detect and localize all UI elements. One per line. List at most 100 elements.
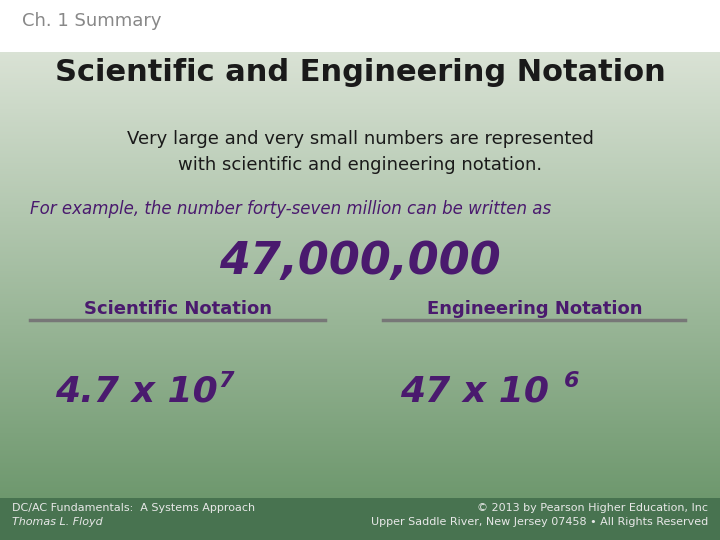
Bar xyxy=(0,68,720,69)
Bar xyxy=(0,348,720,350)
Bar xyxy=(0,359,720,361)
Bar xyxy=(0,14,720,15)
Bar xyxy=(0,366,720,367)
Bar xyxy=(0,306,720,308)
Text: 47,000,000: 47,000,000 xyxy=(219,240,501,283)
Bar xyxy=(0,308,720,309)
Bar xyxy=(0,350,720,351)
Bar xyxy=(0,513,720,514)
Bar xyxy=(0,433,720,435)
Bar xyxy=(0,185,720,186)
Bar xyxy=(0,345,720,346)
Bar xyxy=(0,243,720,244)
Bar xyxy=(0,232,720,233)
Bar xyxy=(0,50,720,51)
Bar xyxy=(0,10,720,11)
Bar xyxy=(0,186,720,187)
Bar xyxy=(0,19,720,20)
Bar xyxy=(0,400,720,401)
Bar xyxy=(0,206,720,208)
Bar xyxy=(0,85,720,86)
Bar xyxy=(0,46,720,47)
Bar xyxy=(0,219,720,220)
Bar xyxy=(0,321,720,322)
Bar xyxy=(0,339,720,340)
Bar xyxy=(0,40,720,42)
Bar xyxy=(0,43,720,45)
Bar xyxy=(0,214,720,216)
Bar xyxy=(0,372,720,373)
Bar xyxy=(0,112,720,113)
Bar xyxy=(0,417,720,418)
Bar xyxy=(0,409,720,410)
Bar xyxy=(0,490,720,491)
Bar xyxy=(0,146,720,147)
Bar xyxy=(0,105,720,106)
Text: For example, the number forty-seven million can be written as: For example, the number forty-seven mill… xyxy=(30,200,551,218)
Bar xyxy=(0,39,720,40)
Bar xyxy=(0,314,720,316)
Bar xyxy=(0,126,720,127)
Bar xyxy=(0,116,720,117)
Bar xyxy=(0,420,720,421)
Bar xyxy=(0,438,720,440)
Bar xyxy=(0,157,720,158)
Bar xyxy=(0,251,720,252)
Bar xyxy=(0,265,720,266)
Bar xyxy=(0,472,720,474)
Bar xyxy=(0,255,720,256)
Bar xyxy=(0,241,720,243)
Text: Ch. 1 Summary: Ch. 1 Summary xyxy=(22,12,161,30)
Bar xyxy=(0,179,720,181)
Bar xyxy=(0,503,720,505)
Bar xyxy=(0,291,720,292)
Bar xyxy=(0,198,720,200)
Bar xyxy=(0,249,720,251)
Bar xyxy=(0,500,720,501)
Bar xyxy=(0,163,720,165)
Bar xyxy=(0,102,720,103)
Bar xyxy=(0,442,720,443)
Bar xyxy=(0,361,720,362)
Bar xyxy=(0,202,720,204)
Bar xyxy=(0,435,720,436)
Bar xyxy=(0,96,720,97)
Bar xyxy=(0,115,720,116)
Bar xyxy=(0,84,720,85)
Bar xyxy=(0,462,720,463)
Bar xyxy=(0,261,720,262)
Text: 7: 7 xyxy=(218,371,233,391)
Bar xyxy=(0,280,720,281)
Bar xyxy=(0,377,720,378)
Bar xyxy=(0,386,720,388)
Bar xyxy=(0,6,720,8)
Bar xyxy=(0,191,720,192)
Bar xyxy=(0,124,720,126)
Bar xyxy=(0,526,720,528)
Bar xyxy=(0,108,720,109)
Bar xyxy=(0,208,720,209)
Bar xyxy=(0,468,720,470)
Bar xyxy=(0,27,720,28)
Bar xyxy=(0,508,720,509)
Text: 6: 6 xyxy=(564,371,580,391)
Bar xyxy=(0,402,720,403)
Bar xyxy=(0,111,720,112)
Bar xyxy=(0,139,720,140)
Bar xyxy=(0,460,720,462)
Bar xyxy=(0,367,720,368)
Bar xyxy=(0,103,720,104)
Bar xyxy=(0,322,720,324)
Bar xyxy=(0,254,720,255)
Bar xyxy=(0,514,720,516)
Bar xyxy=(0,212,720,213)
Bar xyxy=(0,399,720,400)
Bar xyxy=(0,512,720,513)
Bar xyxy=(0,347,720,348)
Bar xyxy=(0,494,720,496)
Bar xyxy=(0,382,720,383)
Bar xyxy=(0,259,720,261)
Bar xyxy=(0,252,720,254)
Bar xyxy=(0,428,720,429)
Bar xyxy=(0,519,720,521)
